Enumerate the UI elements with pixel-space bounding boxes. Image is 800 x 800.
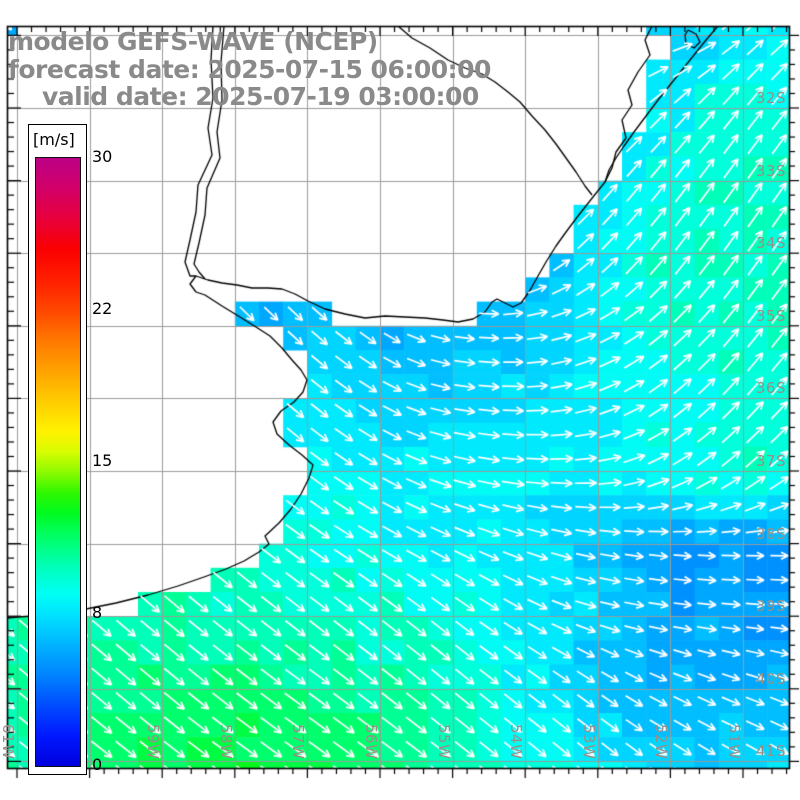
lat-label: 37S — [755, 452, 786, 470]
colorbar-tick-label: 30 — [92, 147, 113, 166]
colorbar-gradient — [35, 157, 81, 767]
lon-label: 58W — [216, 724, 235, 760]
lon-label: 61W — [0, 724, 17, 760]
colorbar-tick-label: 8 — [92, 603, 103, 622]
lon-label: 55W — [434, 724, 453, 760]
lon-label: 57W — [289, 724, 308, 760]
lat-label: 36S — [755, 379, 786, 398]
lon-label: 54W — [507, 724, 526, 760]
lon-label: 53W — [579, 724, 598, 760]
lat-label: 39S — [755, 597, 786, 616]
lat-label: 40S — [755, 669, 786, 688]
lon-label: 51W — [725, 724, 743, 760]
lat-label: 33S — [755, 161, 786, 180]
lon-label: 56W — [362, 724, 380, 760]
colorbar-tick-label: 15 — [92, 451, 113, 470]
lat-label: 41S — [755, 742, 786, 761]
model-title: modelo GEFS-WAVE (NCEP) — [8, 27, 378, 56]
forecast-date: forecast date: 2025-07-15 06:00:00 — [8, 54, 491, 84]
lon-label: 52W — [652, 724, 671, 760]
valid-date: valid date: 2025-07-19 03:00:00 — [42, 82, 479, 111]
colorbar-tick-label: 0 — [92, 755, 103, 774]
lat-label: 34S — [755, 234, 786, 253]
lon-label: 59W — [144, 724, 163, 760]
lat-label: 32S — [755, 89, 786, 107]
colorbar-tick-label: 22 — [92, 299, 113, 318]
lat-label: 38S — [755, 524, 786, 543]
colorbar-unit-label: [m/s] — [33, 130, 75, 149]
lat-label: 35S — [755, 306, 786, 325]
title-block: modelo GEFS-WAVE (NCEP) forecast date: 2… — [8, 28, 491, 111]
